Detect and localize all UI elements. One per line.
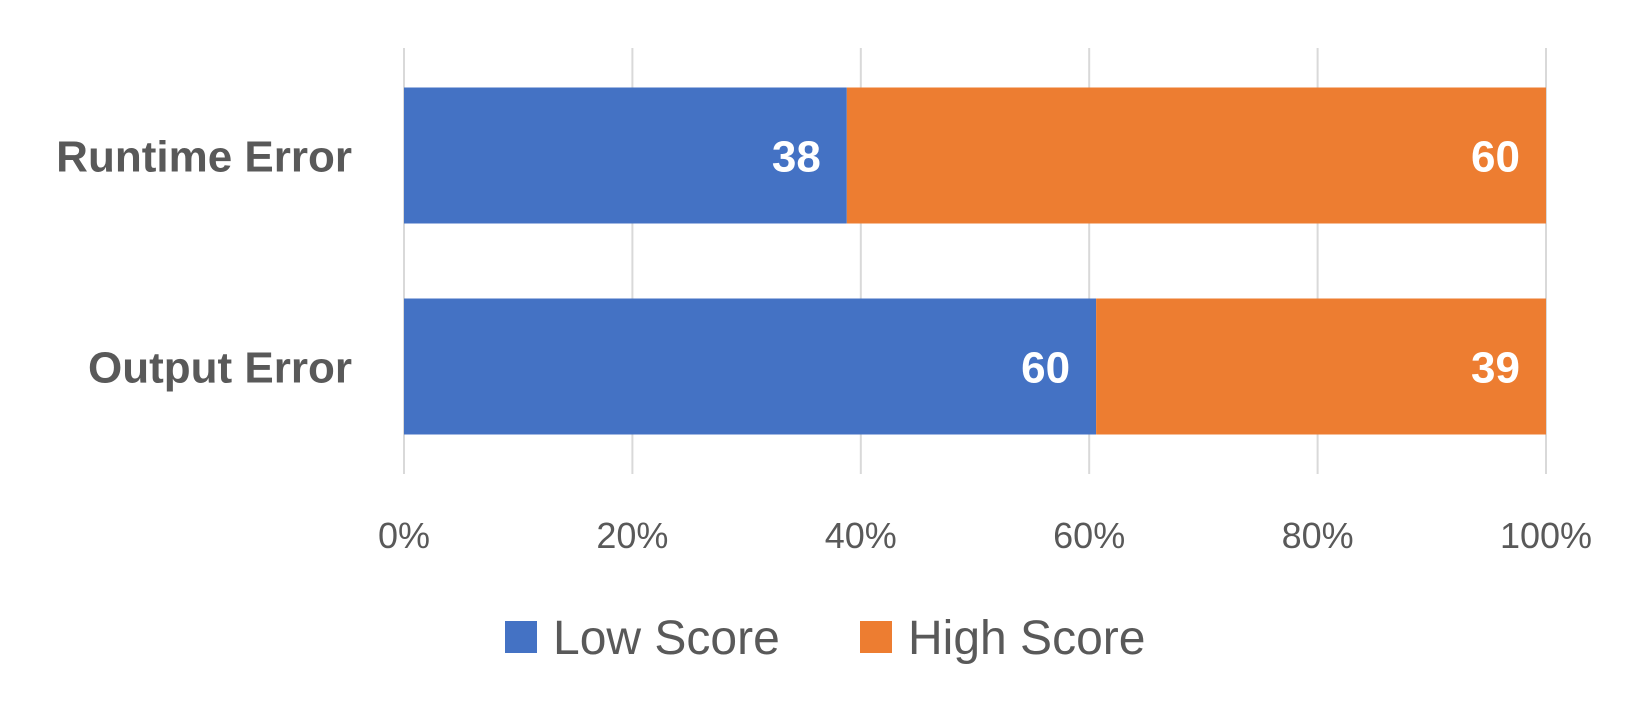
category-labels: Runtime Error Output Error (56, 133, 352, 393)
data-label: 39 (1471, 344, 1520, 393)
bar-low-score (404, 87, 847, 224)
category-label: Runtime Error (56, 133, 352, 182)
bar-low-score (404, 298, 1097, 435)
bar-high-score (1096, 298, 1546, 435)
legend: Low Score High Score (505, 612, 1145, 665)
x-tick-label: 40% (825, 515, 897, 556)
category-label: Output Error (88, 344, 352, 393)
x-axis-ticks: 0% 20% 40% 60% 80% 100% (378, 515, 1592, 556)
x-tick-label: 80% (1282, 515, 1354, 556)
bar-high-score (846, 87, 1546, 224)
legend-label: High Score (908, 612, 1145, 665)
data-labels: 38 60 60 39 (772, 133, 1520, 393)
legend-label: Low Score (553, 612, 780, 665)
data-label: 60 (1021, 344, 1070, 393)
x-tick-label: 20% (596, 515, 668, 556)
legend-swatch (505, 621, 537, 653)
legend-swatch (860, 621, 892, 653)
x-tick-label: 0% (378, 515, 430, 556)
bars (404, 87, 1546, 435)
x-tick-label: 100% (1500, 515, 1592, 556)
data-label: 60 (1471, 133, 1520, 182)
data-label: 38 (772, 133, 821, 182)
x-tick-label: 60% (1053, 515, 1125, 556)
